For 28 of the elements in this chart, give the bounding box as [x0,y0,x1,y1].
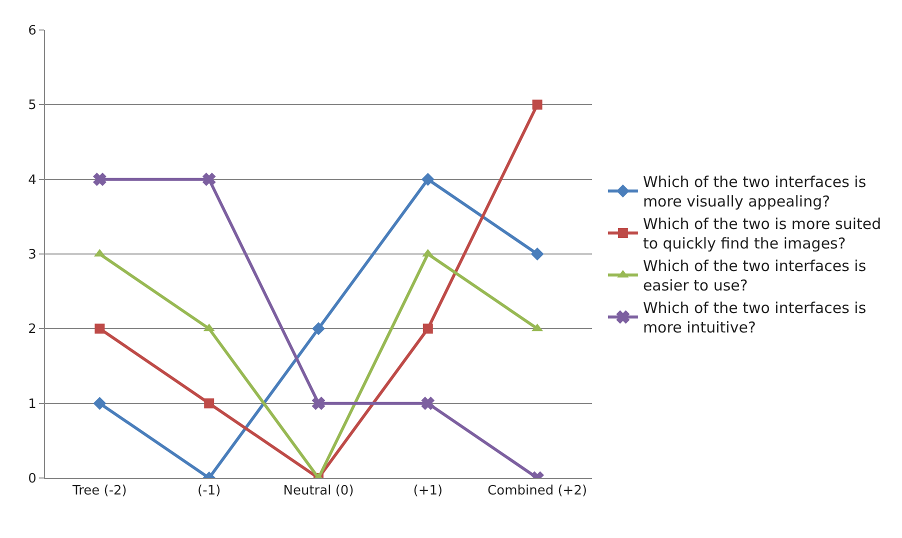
y-tick-label: 5 [28,98,36,114]
point [530,248,544,260]
legend-label: Which of the two interfaces is more intuitive? [642,299,866,337]
point [312,322,325,336]
legend-label: Which of the two is more suited to quickly find the images? [642,215,882,253]
legend-label: Which of the two interfaces is easier to use? [642,257,866,295]
point [94,324,105,334]
point [421,396,434,410]
point [202,172,216,186]
y-tick-label: 3 [28,248,36,263]
y-tick-label: 2 [28,322,36,338]
point [93,172,106,186]
point [532,100,542,110]
point [421,172,434,186]
y-tick-label: 4 [28,172,36,188]
y-tick-label: 1 [28,396,36,412]
point [422,324,433,334]
x-tick-label: Combined (+2) [488,484,588,499]
point [204,398,214,408]
legend-label: Which of the two interfaces is more visually appealing? [642,173,866,211]
x-tick-label: (-1) [198,484,221,499]
y-tick-label: 0 [28,472,36,487]
point [312,396,325,410]
point [93,396,106,410]
x-tick-label: Neutral (0) [283,484,354,499]
y-tick-label: 6 [28,24,36,39]
x-tick-label: Tree (-2) [72,484,127,499]
x-tick-label: (+1) [413,484,443,499]
